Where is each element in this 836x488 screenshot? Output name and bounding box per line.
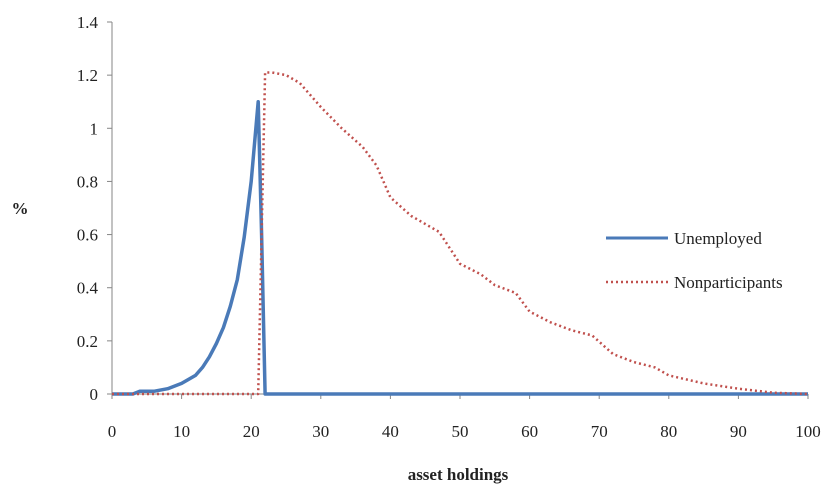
legend-label-nonparticipants: Nonparticipants	[674, 273, 783, 292]
x-tick-label: 50	[452, 422, 469, 441]
x-axis-title: asset holdings	[408, 465, 509, 484]
y-axis-title: %	[12, 199, 29, 218]
series-line-unemployed	[112, 99, 808, 396]
x-ticks: 0 10 20 30 40 50 60 70 80 90 100	[108, 394, 821, 441]
x-tick-label: 80	[660, 422, 677, 441]
legend: Unemployed Nonparticipants	[606, 229, 783, 292]
y-tick-label: 1.4	[77, 13, 99, 32]
y-tick-label: 0.8	[77, 172, 98, 191]
x-tick-label: 90	[730, 422, 747, 441]
series-layer	[112, 71, 809, 396]
x-tick-label: 70	[591, 422, 608, 441]
y-tick-label: 1	[90, 119, 99, 138]
x-tick-label: 20	[243, 422, 260, 441]
x-tick-label: 100	[795, 422, 821, 441]
y-tick-label: 0.4	[77, 279, 99, 298]
y-tick-label: 0.2	[77, 332, 98, 351]
x-tick-label: 0	[108, 422, 117, 441]
x-tick-label: 40	[382, 422, 399, 441]
series-line-nonparticipants	[112, 71, 809, 396]
x-tick-label: 60	[521, 422, 538, 441]
y-tick-label: 0.6	[77, 226, 98, 245]
y-tick-label: 1.2	[77, 66, 98, 85]
y-ticks: 0 0.2 0.4 0.6 0.8 1 1.2 1.4	[77, 13, 112, 404]
y-tick-label: 0	[90, 385, 99, 404]
axes	[111, 22, 808, 395]
legend-label-unemployed: Unemployed	[674, 229, 762, 248]
x-tick-label: 10	[173, 422, 190, 441]
x-tick-label: 30	[312, 422, 329, 441]
